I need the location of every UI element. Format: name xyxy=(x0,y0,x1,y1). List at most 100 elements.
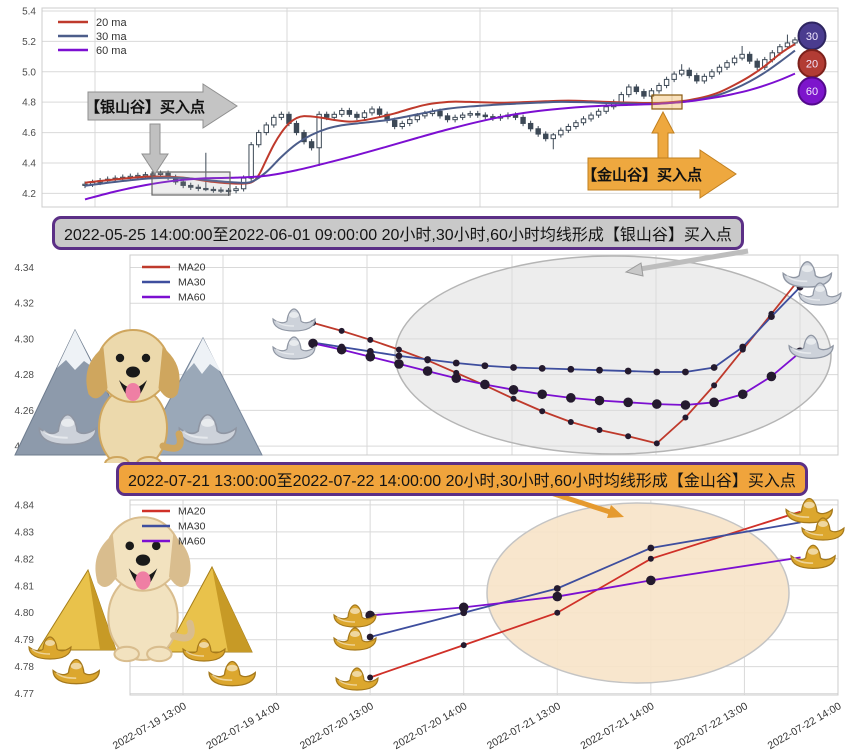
data-point-marker xyxy=(508,385,519,395)
data-point-marker xyxy=(367,336,374,343)
ma-badge-label: 30 xyxy=(806,31,818,43)
gold-x-tick-label: 2022-07-22 13:00 xyxy=(672,700,750,752)
data-point-marker xyxy=(625,433,632,440)
data-point-marker xyxy=(510,364,517,371)
data-point-marker xyxy=(336,344,347,355)
silver-ma60-line xyxy=(312,342,801,406)
top-y-tick-label: 5.0 xyxy=(22,67,36,78)
top-candlestick-chart: 5.4 5.2 5.0 4.8 4.6 4.4 4.2 20 ma 30 ma 60 ma 【银山谷… xyxy=(22,7,839,208)
data-point-marker xyxy=(452,359,460,367)
gold-valley-label: 【金山谷】买入点 xyxy=(582,166,702,184)
data-point-marker xyxy=(366,633,374,641)
gold-highlight-ellipse xyxy=(486,502,790,684)
gold-y-tick-label: 4.80 xyxy=(15,608,35,619)
legend-label: 60 ma xyxy=(96,45,127,57)
gold-valley-title: 2022-07-21 13:00:00至2022-07-22 14:00:00 … xyxy=(116,462,808,496)
silver-ingot-icon xyxy=(178,413,237,446)
data-point-marker xyxy=(567,418,574,425)
top-y-tick-label: 4.2 xyxy=(22,189,36,200)
data-point-marker xyxy=(682,368,689,376)
data-point-marker xyxy=(481,362,489,370)
data-point-marker xyxy=(338,327,345,334)
data-point-marker xyxy=(766,371,777,382)
gold-arrowhead-icon xyxy=(607,505,624,518)
legend-label: MA60 xyxy=(178,536,206,548)
gold-x-tick-label: 2022-07-21 13:00 xyxy=(485,700,563,752)
silver-valley-label: 【银山谷】买入点 xyxy=(85,98,205,116)
silver-legend: MA20 MA30 MA60 xyxy=(142,262,206,304)
silver-pointer-arrow xyxy=(639,248,749,272)
silver-y-tick-label: 4.28 xyxy=(15,370,35,381)
gold-ingot-icon xyxy=(335,667,379,691)
ma-badge-label: 60 xyxy=(806,86,818,98)
data-point-marker xyxy=(308,338,318,349)
data-point-marker xyxy=(647,555,654,562)
legend-label: 20 ma xyxy=(96,17,127,29)
gold-x-tick-label: 2022-07-20 13:00 xyxy=(298,700,376,752)
gold-valley-box xyxy=(651,94,683,110)
data-point-marker xyxy=(739,343,747,351)
gold-y-tick-label: 4.83 xyxy=(15,527,35,538)
ma-end-badges: 30 20 60 xyxy=(797,21,827,106)
gold-y-tick-label: 4.84 xyxy=(15,500,35,511)
data-point-marker xyxy=(737,389,748,400)
data-point-marker xyxy=(451,373,462,384)
dog-illustration xyxy=(95,516,195,663)
data-point-marker xyxy=(458,602,469,613)
data-point-marker xyxy=(365,351,376,362)
data-point-marker xyxy=(395,352,403,360)
top-legend: 20 ma 30 ma 60 ma xyxy=(58,17,127,57)
data-point-marker xyxy=(711,382,718,389)
gold-x-tick-label: 2022-07-21 14:00 xyxy=(579,700,657,752)
gold-ingot-icon xyxy=(333,627,377,651)
silver-down-arrow-icon xyxy=(141,123,169,175)
gold-legend: MA20 MA30 MA60 xyxy=(142,506,206,548)
top-y-tick-label: 5.2 xyxy=(22,37,36,48)
data-point-marker xyxy=(624,367,632,375)
gold-x-tick-label: 2022-07-19 14:00 xyxy=(204,700,282,752)
gold-scene-illustration xyxy=(28,516,256,687)
gold-label-arrow xyxy=(587,149,737,199)
legend-label: MA30 xyxy=(178,521,206,533)
top-y-tick-label: 5.4 xyxy=(22,7,36,18)
data-point-marker xyxy=(539,408,546,415)
gold-valley-chart: 4.84 4.83 4.82 4.81 4.80 4.79 4.78 4.77 2022-07-… xyxy=(15,492,845,752)
silver-ingot-icon xyxy=(782,261,833,288)
legend-label: MA60 xyxy=(178,292,206,304)
data-point-marker xyxy=(566,393,576,403)
data-point-marker xyxy=(553,585,561,592)
ma60-line xyxy=(84,72,796,201)
gold-ingot-icon xyxy=(52,658,100,685)
data-point-marker xyxy=(424,356,431,363)
gold-ingot-icon xyxy=(182,638,226,662)
gold-ingot-icon xyxy=(208,660,256,687)
data-point-marker xyxy=(395,346,402,353)
data-point-marker xyxy=(652,399,662,409)
gold-y-tick-label: 4.79 xyxy=(15,635,35,646)
gold-y-tick-label: 4.77 xyxy=(15,689,35,700)
data-point-marker xyxy=(554,609,561,616)
silver-highlight-ellipse xyxy=(394,255,832,455)
data-point-marker xyxy=(596,427,603,433)
data-point-marker xyxy=(394,359,404,369)
data-point-marker xyxy=(653,368,661,376)
ma20-line xyxy=(84,43,796,185)
gold-x-tick-label: 2022-07-19 13:00 xyxy=(111,700,189,752)
legend-label: MA20 xyxy=(178,262,206,274)
data-point-marker xyxy=(552,591,563,602)
data-point-marker xyxy=(709,397,719,408)
data-point-marker xyxy=(596,366,603,374)
gold-y-tick-label: 4.78 xyxy=(15,662,35,673)
silver-y-tick-label: 4.30 xyxy=(15,334,35,345)
silver-ingot-icon xyxy=(798,282,842,306)
data-point-marker xyxy=(567,365,575,373)
legend-label: 30 ma xyxy=(96,31,127,43)
data-point-marker xyxy=(653,440,660,447)
data-point-marker xyxy=(480,379,490,390)
gold-y-tick-label: 4.82 xyxy=(15,554,35,565)
silver-y-tick-label: 4.34 xyxy=(15,263,35,274)
top-plot-border xyxy=(41,7,839,208)
silver-valley-title: 2022-05-25 14:00:00至2022-06-01 09:00:00 … xyxy=(52,216,744,250)
data-point-marker xyxy=(460,642,467,649)
